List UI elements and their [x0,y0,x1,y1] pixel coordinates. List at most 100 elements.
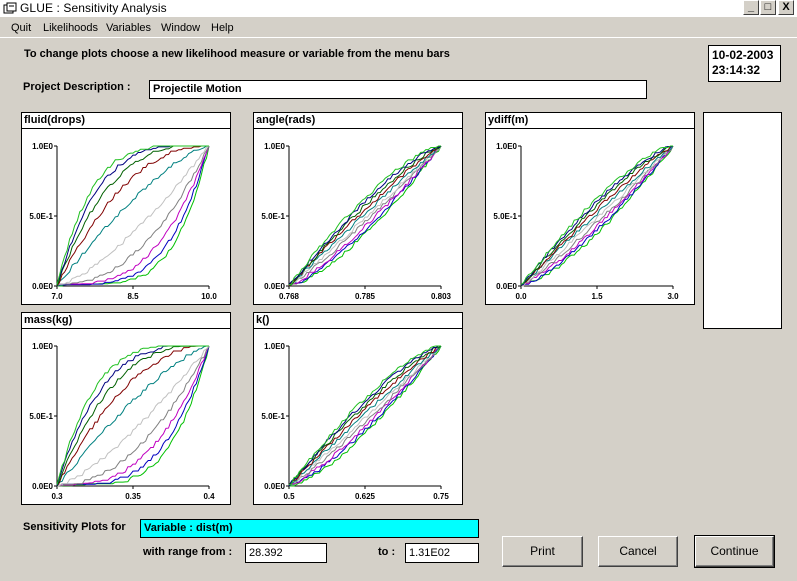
x-tick-label: 0.0 [515,292,527,301]
series-line [56,345,210,487]
instruction-text: To change plots choose a new likelihood … [24,48,450,60]
x-tick-label: 1.5 [591,292,603,301]
close-button[interactable]: X [778,0,794,15]
series-line [289,345,442,486]
title-bar: GLUE : Sensitivity Analysis _ □ X [0,0,797,18]
series-line [56,145,209,287]
y-tick-label: 0.0E0 [264,282,285,291]
series-line [57,145,210,285]
sensitivity-label: Sensitivity Plots for [23,521,126,533]
continue-button[interactable]: Continue [694,535,775,568]
project-description-field[interactable]: Projectile Motion [149,80,647,99]
series-line [288,345,442,487]
series-line [56,145,209,287]
x-tick-label: 0.35 [125,492,141,501]
menu-help[interactable]: Help [211,22,234,34]
plot-panel-mass[interactable]: mass(kg) 1.0E0 5.0E-1 0.0E0 0.3 0.35 0.4 [21,312,231,505]
range-to-field[interactable]: 1.31E02 [405,543,479,563]
series-line [289,345,442,487]
variable-field[interactable]: Variable : dist(m) [140,519,479,538]
range-from-label: with range from : [143,546,233,558]
series-line [56,345,209,487]
plot-panel-fluid[interactable]: fluid(drops) 1.0E0 5.0E-1 0.0E0 7.0 8.5 10.0 [21,112,231,305]
series-line [288,345,442,486]
y-tick-label: 5.0E-1 [261,212,285,221]
datetime-box: 10-02-2003 23:14:32 [708,45,781,82]
menu-quit[interactable]: Quit [11,22,32,34]
range-to-label: to : [378,546,396,558]
menu-variables[interactable]: Variables [106,22,152,34]
series-line [288,345,441,487]
y-tick-label: 1.0E0 [32,342,53,351]
menu-likelihoods[interactable]: Likelihoods [43,22,99,34]
series-line [289,145,442,285]
plot-title: mass(kg) [22,313,230,329]
x-tick-label: 0.75 [433,492,449,501]
series-line [288,145,442,286]
series-line [520,145,674,287]
series-line [57,345,210,486]
print-button[interactable]: Print [502,536,583,567]
series-line [288,345,442,486]
series-line [288,345,441,486]
plot-title: k() [254,313,462,329]
project-description-label: Project Description : [23,81,131,93]
y-tick-label: 0.0E0 [32,282,53,291]
series-line [288,145,442,287]
series-line [520,145,674,287]
series-line [56,145,209,285]
x-tick-label: 8.5 [127,292,139,301]
y-tick-label: 5.0E-1 [29,212,53,221]
x-tick-label: 0.803 [431,292,452,301]
plot-title: fluid(drops) [22,113,230,129]
series-line [56,345,209,485]
x-tick-label: 0.5 [283,492,295,501]
menu-window[interactable]: Window [161,22,201,34]
y-tick-label: 5.0E-1 [493,212,517,221]
x-tick-label: 0.768 [279,292,300,301]
range-from-field[interactable]: 28.392 [245,543,327,563]
series-line [56,345,209,487]
series-line [520,145,674,287]
y-tick-label: 1.0E0 [496,142,517,151]
y-tick-label: 0.0E0 [32,482,53,491]
series-line [56,145,209,287]
y-tick-label: 5.0E-1 [261,412,285,421]
series-line [521,145,674,287]
series-line [56,145,210,287]
series-line [57,145,210,287]
plot-panel-ydiff[interactable]: ydiff(m) 1.0E0 5.0E-1 0.0E0 0.0 1.5 3.0 [485,112,695,305]
x-tick-label: 10.0 [201,292,217,301]
series-line [56,345,210,487]
series-line [56,345,209,487]
series-line [288,145,442,285]
series-line [57,145,210,285]
series-line [521,145,674,286]
menu-bar: Quit Likelihoods Variables Window Help [0,19,797,38]
series-line [289,145,441,285]
x-tick-label: 0.625 [355,492,376,501]
y-tick-label: 1.0E0 [264,342,285,351]
minimize-button[interactable]: _ [743,0,759,15]
series-line [56,145,209,285]
series-line [520,145,673,285]
maximize-button[interactable]: □ [760,0,776,15]
cancel-button[interactable]: Cancel [598,536,678,567]
plot-panel-angle[interactable]: angle(rads) 1.0E0 5.0E-1 0.0E0 0.768 0.785 0.… [253,112,463,305]
x-tick-label: 0.4 [203,492,215,501]
app-icon [3,2,17,14]
plot-panel-k[interactable]: k() 1.0E0 5.0E-1 0.0E0 0.5 0.625 0.75 [253,312,463,505]
series-line [56,345,210,487]
plot-title: angle(rads) [254,113,462,129]
x-tick-label: 0.785 [355,292,376,301]
x-tick-label: 0.3 [51,492,63,501]
x-tick-label: 7.0 [51,292,63,301]
time-text: 23:14:32 [712,63,761,77]
date-text: 10-02-2003 [712,48,774,62]
y-tick-label: 5.0E-1 [29,412,53,421]
